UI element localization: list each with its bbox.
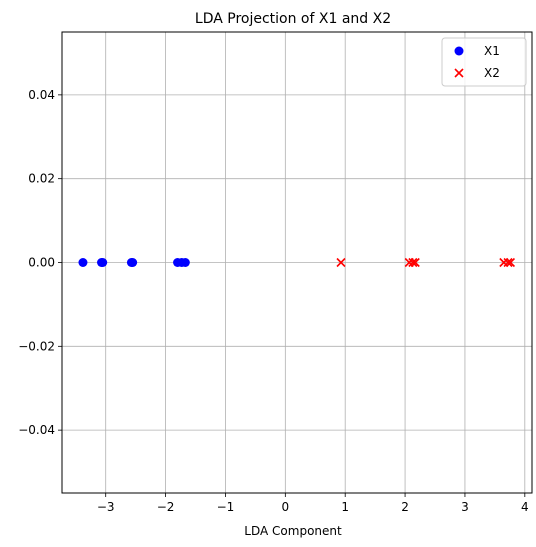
y-tick-label: 0.04 [28,88,55,102]
data-point-x2 [336,257,346,268]
y-tick-label: −0.02 [18,339,55,353]
legend-marker-x1 [454,46,464,56]
x-tick-label: 3 [461,500,469,514]
data-point-x2 [410,257,420,268]
legend-label-x1: X1 [484,44,500,58]
x-axis-label: LDA Component [244,524,342,538]
grid [62,32,532,493]
x-tick-label: 0 [282,500,290,514]
chart-title: LDA Projection of X1 and X2 [195,11,391,27]
y-tick-label: 0.00 [28,256,55,270]
data-point-x1 [180,258,190,267]
x-tick-label: −1 [217,500,235,514]
x-tick-label: 2 [401,500,409,514]
data-point-x1 [78,258,88,267]
y-tick-label: −0.04 [18,423,55,437]
axis-ticks: −3 −2 −1 0 1 2 3 4 −0.04 −0.02 0.00 0.02 0.04 [18,88,528,514]
data-points [78,257,516,268]
data-point-x2 [503,257,513,268]
data-point-x2 [408,257,418,268]
data-point-x1 [98,258,108,267]
data-point-x2 [505,257,516,268]
legend: X1 X2 [441,37,527,87]
x-tick-label: 4 [521,500,529,514]
data-point-x1 [128,258,138,267]
x-tick-label: −2 [157,500,175,514]
x-tick-label: −3 [97,500,115,514]
x-tick-label: 1 [341,500,349,514]
data-point-x2 [499,257,509,268]
y-tick-label: 0.02 [28,172,55,186]
legend-marker-x2 [454,68,464,78]
legend-label-x2: X2 [484,66,500,80]
